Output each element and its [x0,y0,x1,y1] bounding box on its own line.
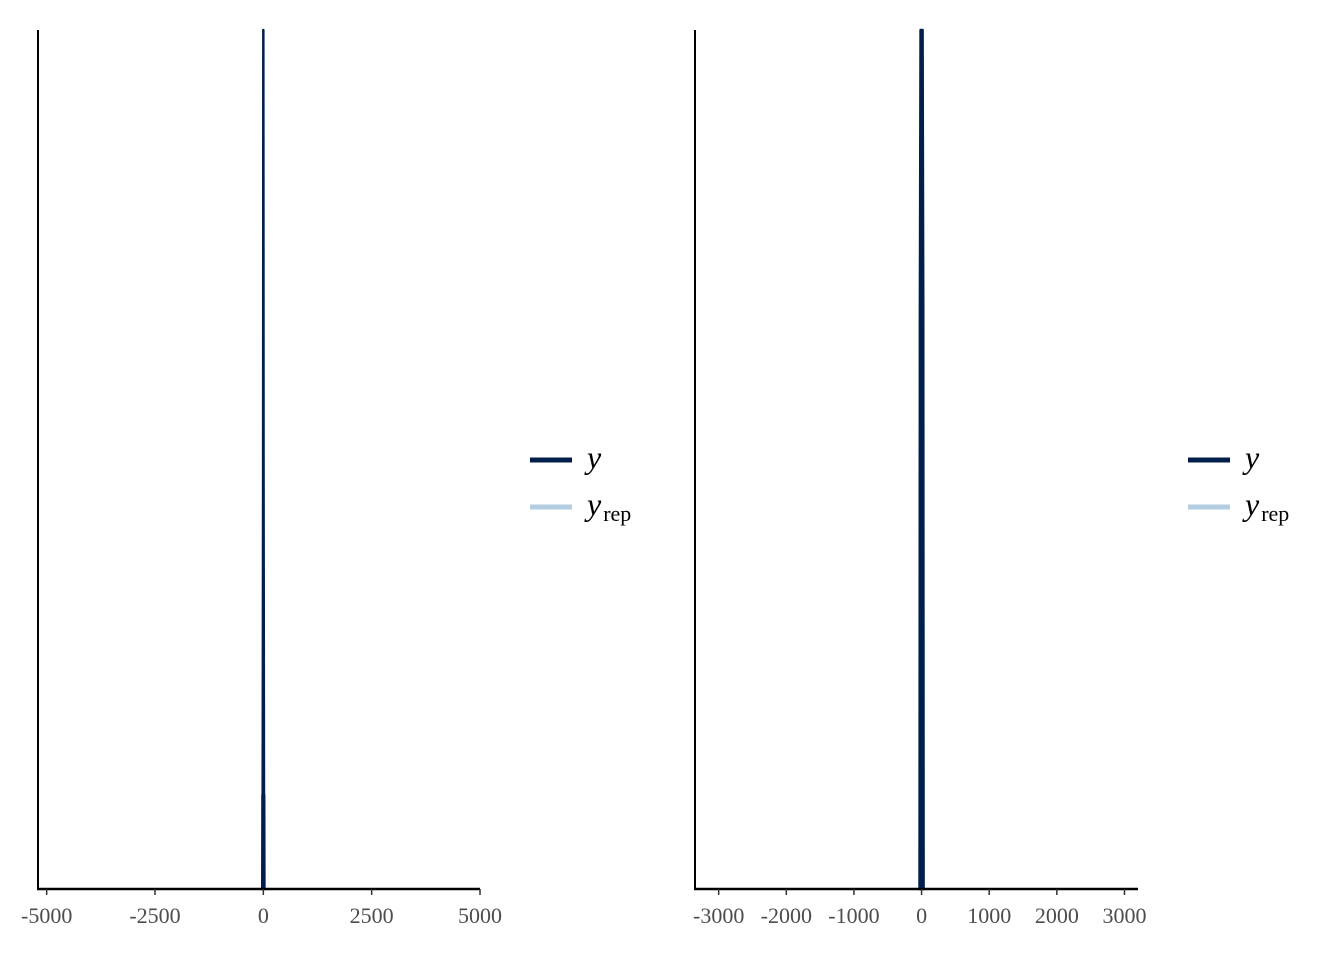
x-tick-label: 0 [258,903,269,928]
x-tick-label: 5000 [458,903,502,928]
series-y-curve [261,28,266,891]
legend-label-main: y [1242,486,1260,522]
x-tick-label: 2000 [1035,903,1079,928]
x-tick-label: -3000 [693,903,744,928]
series-y-curve [918,28,925,891]
legend-label-main: y [584,486,602,522]
x-tick-label: 0 [916,903,927,928]
x-tick-label: 3000 [1102,903,1146,928]
legend-label-subscript: rep [1261,501,1289,526]
x-tick-label: 2500 [350,903,394,928]
legend-label-subscript: rep [603,501,631,526]
legend-label-y-rep: yrep [1242,486,1289,526]
x-tick-label: -2500 [129,903,180,928]
x-tick-label: -5000 [21,903,72,928]
x-tick-label: -2000 [761,903,812,928]
x-tick-label: 1000 [967,903,1011,928]
legend-label-main: y [1242,439,1260,475]
legend-label-y-rep: yrep [584,486,631,526]
legend-label-y: y [1242,439,1260,475]
x-tick-label: -1000 [828,903,879,928]
legend-label-y: y [584,439,602,475]
legend-label-main: y [584,439,602,475]
